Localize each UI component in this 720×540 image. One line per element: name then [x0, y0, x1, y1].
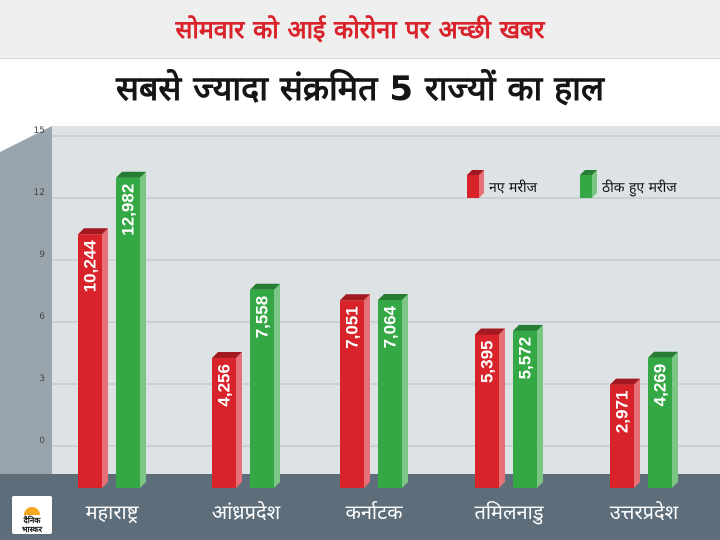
- legend-swatch-side: [479, 170, 484, 198]
- y-tick-label: 0: [39, 436, 45, 446]
- y-tick-label: 3: [39, 374, 45, 384]
- bar-side: [364, 294, 370, 488]
- bar: [378, 300, 402, 488]
- logo-text-line1: दैनिक: [23, 516, 41, 525]
- x-category-label: कर्नाटक: [345, 500, 403, 524]
- data-label: 4,256: [215, 364, 234, 407]
- bar-side: [236, 352, 242, 488]
- y-axis: 0 3 6 9 12 15: [34, 126, 46, 446]
- legend-swatch-top: [580, 170, 597, 175]
- bar: [340, 300, 364, 488]
- data-label: 4,269: [651, 364, 670, 407]
- legend-label: ठीक हुए मरीज: [602, 179, 677, 197]
- data-label: 5,572: [516, 337, 535, 380]
- brand-logo: दैनिक भास्कर: [12, 496, 52, 534]
- sun-icon: [24, 507, 40, 515]
- y-tick-label: 9: [39, 250, 45, 260]
- legend-swatch-side: [592, 170, 597, 198]
- bar-top: [250, 283, 280, 290]
- bar-side: [634, 378, 640, 488]
- data-label: 7,558: [253, 296, 272, 339]
- legend-label: नए मरीज: [489, 179, 538, 196]
- x-category-label: महाराष्ट्र: [86, 500, 139, 524]
- bar: [78, 234, 102, 488]
- legend-swatch: [580, 175, 592, 198]
- bar-side: [672, 351, 678, 488]
- bar-top: [340, 294, 370, 301]
- data-label: 10,244: [81, 240, 100, 293]
- y-tick-label: 15: [34, 126, 45, 136]
- bar-top: [610, 378, 640, 385]
- bar-top: [475, 328, 505, 335]
- bar: [475, 334, 499, 488]
- data-label: 5,395: [478, 341, 497, 384]
- x-axis: महाराष्ट्र आंध्रप्रदेश कर्नाटक तमिलनाडु उत्त…: [86, 500, 679, 525]
- data-label: 7,051: [343, 306, 362, 349]
- bar-side: [499, 328, 505, 488]
- banner-text: सोमवार को आई कोरोना पर अच्छी खबर: [175, 15, 545, 44]
- bar-groups: 10,244 12,982 4,256 7,558 7,051 7,064 5,395 5,5…: [78, 171, 678, 489]
- data-label: 7,064: [381, 305, 400, 348]
- bar-top: [378, 294, 408, 301]
- bar: [610, 384, 634, 488]
- legend-swatch: [467, 175, 479, 198]
- bar-side: [537, 324, 543, 488]
- x-category-label: आंध्रप्रदेश: [212, 500, 281, 524]
- bar: [250, 289, 274, 488]
- headline-banner: सोमवार को आई कोरोना पर अच्छी खबर: [0, 0, 720, 59]
- bar: [648, 357, 672, 488]
- legend: नए मरीज ठीक हुए मरीज: [467, 170, 677, 198]
- bar-side: [140, 171, 146, 489]
- y-tick-label: 12: [34, 188, 45, 198]
- bar-top: [513, 324, 543, 331]
- bar-side: [402, 294, 408, 488]
- y-tick-label: 6: [39, 312, 45, 322]
- data-label: 2,971: [613, 391, 632, 434]
- legend-swatch-top: [467, 170, 484, 175]
- bar-top: [116, 171, 146, 178]
- logo-text-line2: भास्कर: [21, 525, 43, 534]
- bar-top: [648, 351, 678, 358]
- bar: [116, 177, 140, 489]
- data-label: 12,982: [119, 184, 138, 236]
- x-category-label: उत्तरप्रदेश: [610, 500, 679, 524]
- x-category-label: तमिलनाडु: [474, 500, 543, 525]
- bar: [513, 330, 537, 488]
- page-title: सबसे ज्यादा संक्रमित 5 राज्यों का हाल: [115, 69, 605, 109]
- bar-side: [274, 283, 280, 488]
- bar-top: [212, 352, 242, 359]
- bar: [212, 358, 236, 488]
- bar-top: [78, 228, 108, 235]
- side-wall: [0, 126, 52, 484]
- bar-side: [102, 228, 108, 489]
